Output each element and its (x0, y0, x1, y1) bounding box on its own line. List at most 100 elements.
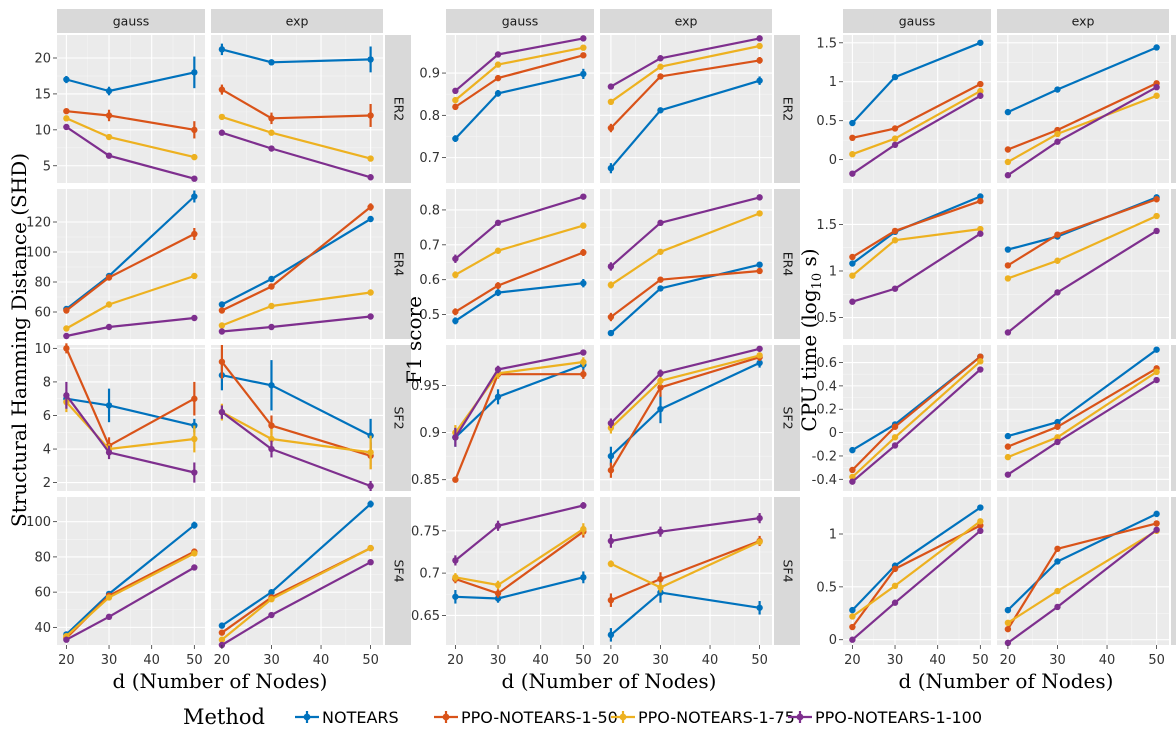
data-point (1153, 368, 1160, 376)
data-point (191, 175, 198, 182)
data-point (452, 557, 459, 564)
x-tick-label: 30 (1049, 653, 1066, 668)
data-point (1004, 471, 1012, 478)
data-point (1153, 376, 1160, 384)
data-point (607, 467, 615, 474)
data-point (367, 155, 374, 162)
y-tick-label: 0.7 (419, 238, 440, 253)
data-point (657, 575, 664, 583)
y-axis-title-part: Structural Hamming Distance (SHD) (7, 153, 31, 527)
column-strip (843, 9, 991, 33)
data-point (452, 271, 459, 279)
data-point (1054, 558, 1061, 565)
row-strip (385, 189, 411, 339)
data-point (105, 274, 113, 281)
data-point (607, 631, 615, 639)
x-tick-label: 20 (844, 653, 861, 668)
data-point (191, 314, 198, 322)
data-point (63, 345, 70, 352)
y-tick-label: 60 (34, 306, 51, 321)
data-point (849, 260, 856, 267)
y-tick-label: 0.95 (411, 379, 440, 394)
data-point (218, 636, 226, 643)
x-tick-label: 30 (652, 653, 669, 668)
x-tick-label: 20 (214, 653, 231, 668)
data-point (191, 564, 198, 571)
row-strip (385, 345, 411, 491)
y-tick-label: 1.5 (816, 36, 837, 51)
data-point (452, 87, 459, 95)
data-point (657, 384, 664, 391)
data-point (367, 112, 374, 119)
data-point (849, 478, 856, 485)
data-point (607, 83, 615, 90)
data-point (607, 329, 615, 337)
x-axis-title: d (Number of Nodes) (502, 669, 717, 693)
data-point (1054, 438, 1061, 446)
data-point (218, 86, 226, 93)
data-point (218, 113, 226, 121)
data-point (756, 210, 763, 217)
panel (843, 189, 991, 339)
data-point (657, 405, 664, 413)
x-tick-label: 30 (887, 653, 904, 668)
data-point (891, 135, 899, 142)
data-point (977, 230, 984, 237)
data-point (849, 623, 856, 631)
data-point (63, 307, 70, 314)
data-point (977, 87, 984, 95)
y-tick-label: 0.75 (411, 524, 440, 539)
y-tick-label: 6 (43, 409, 51, 424)
data-point (63, 636, 70, 643)
data-point (191, 521, 198, 529)
y-tick-label: 0.5 (816, 311, 837, 326)
legend-label: NOTEARS (322, 708, 399, 727)
legend-label: PPO-NOTEARS-1-75 (638, 708, 795, 727)
data-point (105, 301, 113, 308)
panel (211, 497, 383, 649)
data-point (580, 502, 587, 509)
data-point (891, 227, 899, 235)
data-point (105, 87, 113, 95)
data-point (756, 538, 763, 546)
data-point (1004, 262, 1012, 269)
data-point (494, 393, 502, 401)
data-point (1054, 289, 1061, 296)
data-point (756, 604, 763, 611)
panel (843, 35, 991, 183)
data-point (1054, 545, 1061, 552)
data-point (268, 382, 275, 389)
data-point (105, 112, 113, 119)
data-point (580, 70, 587, 78)
x-tick-label: 40 (702, 653, 719, 668)
data-point (891, 285, 899, 292)
legend-item: PPO-NOTEARS-1-50 (434, 708, 618, 727)
data-point (1004, 619, 1012, 626)
data-point (1004, 443, 1012, 450)
data-point (607, 596, 615, 604)
row-strip (1171, 497, 1176, 645)
data-point (494, 61, 502, 68)
y-tick-label: 0.7 (419, 567, 440, 582)
panel-background (446, 189, 594, 339)
panel (211, 35, 383, 183)
x-tick-label: 40 (532, 653, 549, 668)
data-point (218, 322, 226, 329)
panel-background (843, 497, 991, 645)
data-point (607, 165, 615, 172)
panel (446, 497, 594, 645)
data-point (849, 253, 856, 261)
data-point (1054, 86, 1061, 93)
data-point (1153, 196, 1160, 203)
data-point (1054, 418, 1061, 426)
data-point (367, 313, 374, 320)
legend-swatch-point (619, 713, 627, 721)
data-point (607, 419, 615, 427)
data-point (977, 197, 984, 205)
data-point (367, 56, 374, 63)
data-point (452, 308, 459, 315)
data-point (452, 317, 459, 325)
y-axis-title-part: F1 score (402, 296, 426, 384)
panel (997, 345, 1169, 491)
data-point (105, 133, 113, 141)
